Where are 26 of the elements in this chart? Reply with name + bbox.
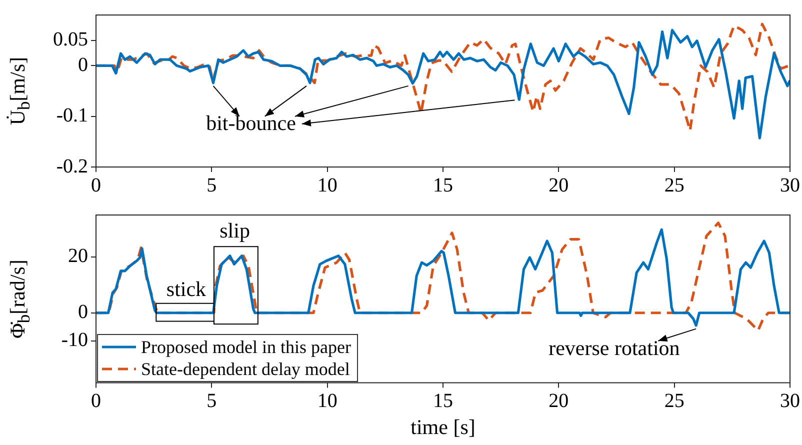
- y-tick-label: -10: [61, 329, 88, 352]
- x-tick-label: 10: [317, 390, 338, 412]
- x-tick-label: 20: [548, 174, 569, 196]
- annotation: slip: [220, 218, 250, 242]
- x-tick-label: 15: [433, 390, 453, 412]
- y-tick-label: 0.05: [53, 28, 88, 51]
- legend-label: State-dependent delay model: [141, 358, 350, 380]
- x-tick-label: 20: [548, 390, 569, 412]
- x-axis-title: time [s]: [410, 414, 476, 439]
- annotation: stick: [166, 277, 207, 302]
- y-tick-label: 0: [78, 301, 88, 324]
- x-tick-label: 10: [317, 174, 338, 196]
- y-tick-label: -0.1: [56, 104, 88, 127]
- y-tick-label: 20: [68, 245, 88, 268]
- legend-label: Proposed model in this paper: [141, 336, 351, 358]
- y-tick-label: 0: [78, 54, 88, 76]
- x-tick-label: 5: [206, 390, 217, 412]
- x-tick-label: 25: [664, 390, 684, 412]
- annotation: reverse rotation: [548, 336, 680, 360]
- x-tick-label: 30: [780, 174, 800, 196]
- x-tick-label: 15: [433, 174, 453, 196]
- annotation: bit-bounce: [206, 110, 296, 135]
- x-tick-label: 5: [206, 174, 217, 196]
- x-tick-label: 25: [664, 174, 684, 196]
- x-tick-label: 30: [780, 390, 800, 412]
- y-tick-label: -0.2: [56, 155, 88, 178]
